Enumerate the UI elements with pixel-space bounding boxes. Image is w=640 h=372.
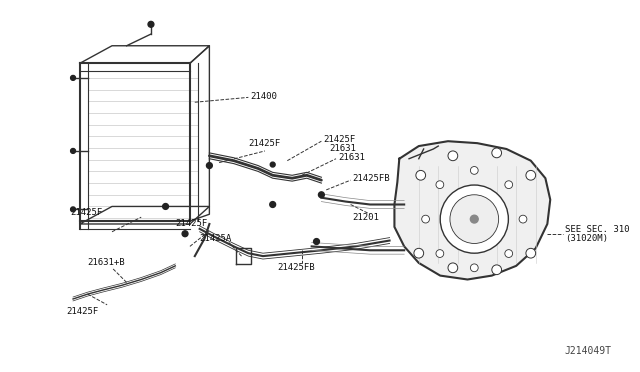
Circle shape — [270, 202, 276, 208]
Text: J214049T: J214049T — [565, 346, 612, 356]
Circle shape — [314, 238, 319, 244]
Text: 21425A: 21425A — [200, 234, 232, 243]
Circle shape — [440, 185, 508, 253]
Circle shape — [470, 215, 478, 223]
Text: 21425F: 21425F — [70, 208, 102, 217]
Circle shape — [436, 250, 444, 257]
Text: 21425FB: 21425FB — [278, 263, 315, 272]
Circle shape — [448, 151, 458, 161]
Circle shape — [414, 248, 424, 258]
Text: 21425FB: 21425FB — [353, 174, 390, 183]
Circle shape — [148, 22, 154, 27]
Text: 21400: 21400 — [250, 92, 277, 101]
Circle shape — [70, 148, 76, 153]
Circle shape — [492, 265, 502, 275]
Circle shape — [422, 215, 429, 223]
Text: 21631: 21631 — [338, 153, 365, 162]
Text: 21631+B: 21631+B — [88, 259, 125, 267]
Text: 21425F: 21425F — [323, 135, 356, 144]
Text: 21631: 21631 — [329, 144, 356, 154]
Circle shape — [526, 170, 536, 180]
Circle shape — [450, 195, 499, 243]
Text: (31020M): (31020M) — [565, 234, 608, 243]
Circle shape — [470, 264, 478, 272]
Circle shape — [505, 181, 513, 189]
Circle shape — [519, 215, 527, 223]
Text: 21425F: 21425F — [248, 139, 280, 148]
Circle shape — [163, 203, 168, 209]
Circle shape — [436, 181, 444, 189]
Circle shape — [448, 263, 458, 273]
Polygon shape — [394, 141, 550, 279]
Circle shape — [505, 250, 513, 257]
Circle shape — [70, 76, 76, 80]
Text: 21425F: 21425F — [175, 219, 207, 228]
Circle shape — [416, 170, 426, 180]
Circle shape — [319, 192, 324, 198]
Circle shape — [270, 162, 275, 167]
Circle shape — [182, 231, 188, 237]
Circle shape — [207, 163, 212, 169]
Text: 21425F: 21425F — [67, 307, 99, 316]
Circle shape — [492, 148, 502, 158]
Circle shape — [470, 167, 478, 174]
Circle shape — [526, 248, 536, 258]
Text: 21201: 21201 — [353, 213, 380, 222]
Circle shape — [70, 207, 76, 212]
Text: SEE SEC. 310: SEE SEC. 310 — [565, 225, 629, 234]
